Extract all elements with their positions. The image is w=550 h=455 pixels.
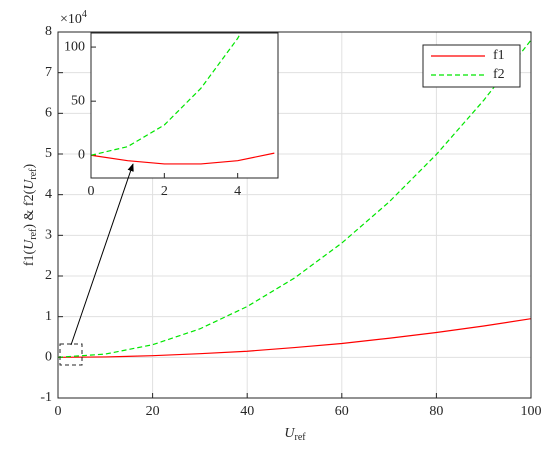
y-tick-label: 4 bbox=[45, 187, 52, 202]
y-tick-label: -1 bbox=[40, 390, 52, 405]
legend-box bbox=[422, 44, 521, 88]
x-tick-label: 0 bbox=[88, 184, 95, 199]
x-axis-label: Uref bbox=[284, 426, 306, 443]
series-line bbox=[57, 39, 532, 358]
y-tick-label: 0 bbox=[78, 147, 85, 162]
series-line bbox=[91, 33, 242, 156]
y-tick-label: 50 bbox=[71, 93, 85, 108]
series-group bbox=[57, 39, 532, 358]
zoom-arrow bbox=[70, 163, 134, 346]
x-tick-label: 2 bbox=[161, 184, 168, 199]
y-tick-label: 100 bbox=[64, 39, 85, 54]
series-line bbox=[57, 318, 532, 358]
legend-label: f1 bbox=[493, 48, 505, 63]
x-tick-label: 80 bbox=[429, 404, 443, 419]
y-exponent: ×104 bbox=[60, 9, 87, 27]
y-tick-label: 6 bbox=[45, 106, 52, 121]
legend-label: f2 bbox=[493, 67, 505, 82]
y-tick-label: 8 bbox=[45, 24, 52, 39]
x-tick-label: 4 bbox=[234, 184, 241, 199]
y-tick-label: 0 bbox=[45, 350, 52, 365]
x-tick-label: 60 bbox=[335, 404, 349, 419]
y-tick-label: 7 bbox=[45, 65, 52, 80]
y-tick-label: 5 bbox=[45, 146, 52, 161]
x-tick-label: 100 bbox=[521, 404, 542, 419]
x-tick-label: 0 bbox=[55, 404, 62, 419]
series-group bbox=[91, 33, 275, 165]
y-axis-label: f1(Uref) & f2(Uref) bbox=[22, 163, 39, 266]
series-line bbox=[91, 152, 275, 165]
x-tick-label: 40 bbox=[240, 404, 254, 419]
axes-box bbox=[90, 32, 279, 179]
y-tick-label: 2 bbox=[45, 268, 52, 283]
y-tick-label: 1 bbox=[45, 309, 52, 324]
axes-box bbox=[57, 31, 532, 399]
y-tick-label: 3 bbox=[45, 228, 52, 243]
x-tick-label: 20 bbox=[146, 404, 160, 419]
